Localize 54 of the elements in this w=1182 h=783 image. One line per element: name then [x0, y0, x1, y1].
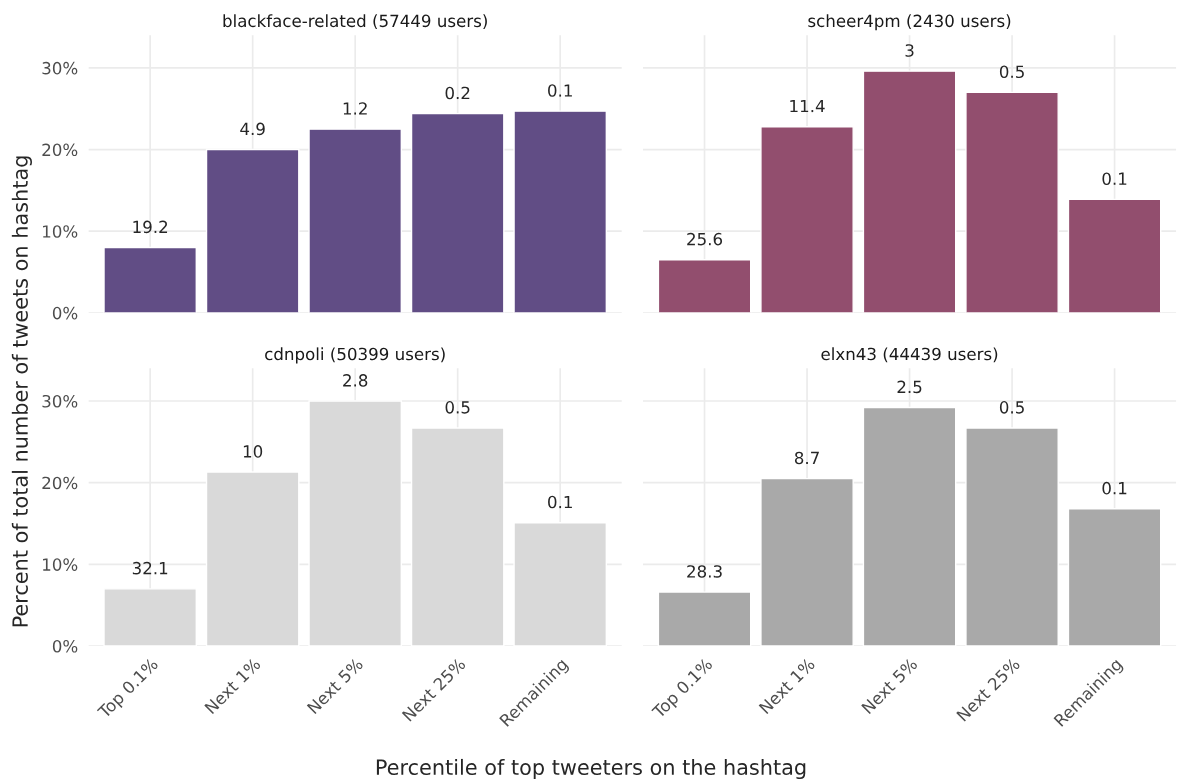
annotation: 0.2: [445, 86, 470, 100]
y-tick-label: 0%: [52, 306, 78, 320]
annotation: 25.6: [687, 232, 723, 246]
bar: [103, 246, 197, 313]
chart-title: elxn43 (44439 users): [821, 347, 998, 363]
bar: [1067, 508, 1162, 646]
bar: [965, 427, 1059, 646]
annotation: 0.1: [1102, 481, 1127, 495]
bar: [513, 110, 608, 313]
bar: [760, 125, 854, 313]
annotation: 11.4: [790, 99, 825, 113]
chart-title: scheer4pm (2430 users): [808, 14, 1011, 31]
annotation: 0.1: [1102, 172, 1127, 186]
annotation: 19.2: [133, 220, 168, 234]
y-tick-label: 20%: [42, 476, 78, 490]
annotation: 0.1: [548, 84, 572, 97]
annotation: 4.9: [240, 122, 265, 136]
y-tick-label: 30%: [42, 61, 78, 75]
annotation: 0.1: [548, 495, 572, 509]
annotation: 2.8: [343, 374, 368, 387]
annotation: 8.7: [794, 451, 819, 465]
annotation: 0.5: [999, 401, 1024, 414]
annotation: 32.1: [132, 561, 168, 575]
annotation: 0.5: [999, 65, 1024, 79]
y-tick-label: 0%: [52, 639, 78, 653]
bar: [657, 591, 752, 646]
y-tick-label: 30%: [42, 394, 78, 408]
x-axis-title: Percentile of top tweeters on the hashtag: [376, 758, 806, 780]
bar: [760, 477, 854, 646]
annotation: 28.3: [687, 565, 722, 578]
bar: [657, 259, 752, 313]
annotation: 3: [905, 44, 914, 57]
annotation: 1.2: [343, 102, 367, 115]
y-tick-label: 10%: [43, 225, 78, 238]
bar: [308, 400, 403, 646]
bar: [205, 148, 300, 313]
y-tick-label: 10%: [43, 558, 78, 571]
chart-title: blackface-related (57449 users): [223, 14, 487, 30]
annotation: 10: [243, 445, 263, 458]
y-tick-label: 20%: [42, 143, 78, 157]
bar: [410, 112, 505, 313]
bar: [862, 70, 957, 313]
bar: [308, 128, 403, 313]
y-axis-title: Percent of total number of tweets on hashtag: [11, 156, 32, 627]
bar: [103, 588, 197, 646]
bar: [513, 521, 608, 646]
bar: [410, 427, 505, 646]
chart-title: cdnpoli (50399 users): [265, 347, 445, 364]
bar: [965, 91, 1059, 313]
bar: [1067, 198, 1162, 313]
annotation: 2.5: [897, 380, 922, 394]
bar: [862, 406, 957, 646]
annotation: 0.5: [445, 401, 470, 414]
bar: [205, 471, 300, 646]
